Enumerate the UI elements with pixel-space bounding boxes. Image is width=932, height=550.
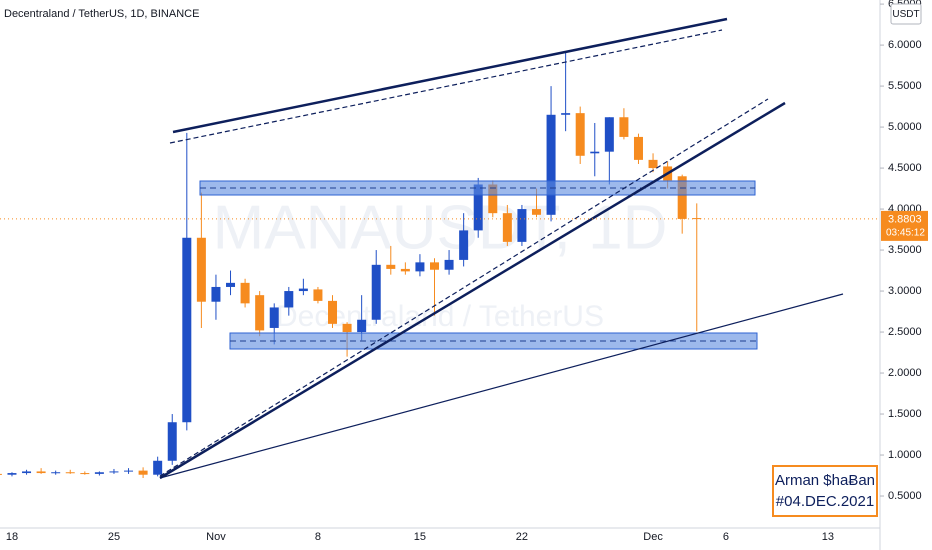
candle-body [677, 176, 687, 219]
candle-body [357, 319, 367, 333]
price-label-box [881, 210, 928, 241]
trend-line [159, 293, 844, 479]
candle-body [167, 422, 177, 461]
candle-body [633, 136, 643, 160]
candle-body [328, 300, 338, 324]
y-tick-label: 2.5000 [888, 326, 922, 338]
candle-body [444, 259, 454, 270]
x-tick-label: 18 [6, 531, 18, 543]
y-tick-label: 2.0000 [888, 367, 922, 379]
chart-title: Decentraland / TetherUS, 1D, BINANCE [4, 8, 199, 20]
candle-body [36, 471, 46, 474]
annotation: #04.DEC.2021 [776, 493, 874, 510]
price-label: 3.8803 [888, 213, 922, 225]
x-tick-label: 8 [315, 531, 321, 543]
candle-body [342, 323, 352, 333]
candle-body [211, 286, 221, 302]
candle-body [400, 268, 410, 272]
candle-body [430, 262, 439, 270]
candle-body [298, 288, 308, 292]
candle-body [313, 289, 323, 301]
candle-body [517, 209, 527, 242]
watermark-subtitle: Decentraland / TetherUS [276, 300, 604, 333]
candle-body [531, 209, 541, 215]
y-tick-label: 1.0000 [888, 449, 922, 461]
candle-body [459, 230, 469, 260]
y-tick-label: 0.5000 [888, 490, 922, 502]
candle-body [80, 473, 90, 475]
drawings [159, 17, 844, 480]
y-tick-label: 5.5000 [888, 80, 922, 92]
y-tick-label: 3.5000 [888, 244, 922, 256]
candle-body [124, 470, 134, 472]
x-tick-label: Dec [643, 531, 663, 543]
candle-body [284, 291, 294, 308]
candle-body [94, 472, 104, 474]
candle-body [561, 113, 571, 115]
trend-line [159, 101, 786, 480]
candle-body [546, 114, 556, 215]
candle-body [269, 307, 279, 328]
candle-body [255, 295, 265, 331]
candle-body [226, 282, 236, 287]
y-tick-label: 5.0000 [888, 121, 922, 133]
candle-body [488, 184, 498, 214]
candle-body [604, 117, 614, 152]
y-tick-label: 3.0000 [888, 285, 922, 297]
x-tick-label: 22 [516, 531, 528, 543]
candle-body [619, 117, 629, 137]
x-tick-label: 13 [822, 531, 834, 543]
y-tick-label: 1.5000 [888, 408, 922, 420]
candle-body [648, 159, 658, 169]
candle-body [182, 237, 192, 423]
currency-box [890, 3, 922, 25]
candle-body [196, 237, 206, 302]
candle-body [7, 473, 17, 475]
currency: USDT [892, 9, 919, 20]
candle-body [502, 213, 512, 242]
candle-body [386, 264, 396, 269]
trend-line [169, 29, 723, 144]
candle-body [138, 470, 148, 475]
trend-line [172, 17, 728, 134]
trend-line [159, 98, 769, 477]
candle-body [0, 473, 2, 475]
y-tick-label: 4.5000 [888, 162, 922, 174]
candle-body [109, 471, 119, 473]
x-tick-label: Nov [206, 531, 226, 543]
candle-body [153, 460, 163, 475]
candle-body [575, 113, 585, 156]
candle-body [371, 264, 381, 320]
candle-body [590, 151, 600, 154]
candle-body [415, 262, 425, 272]
candle-body [22, 471, 32, 474]
y-tick-label: 6.0000 [888, 39, 922, 51]
candle-body [51, 472, 61, 474]
countdown: 03:45:12 [886, 228, 925, 239]
x-tick-label: 25 [108, 531, 120, 543]
annotation: Arman $haɃan [775, 472, 875, 489]
x-tick-label: 6 [723, 531, 729, 543]
annotation-box [772, 465, 878, 517]
watermark: MANAUSDT, 1D [213, 193, 668, 262]
candle-body [65, 472, 75, 474]
x-tick-label: 15 [414, 531, 426, 543]
candle-body [473, 184, 483, 231]
candle-body [240, 282, 250, 304]
